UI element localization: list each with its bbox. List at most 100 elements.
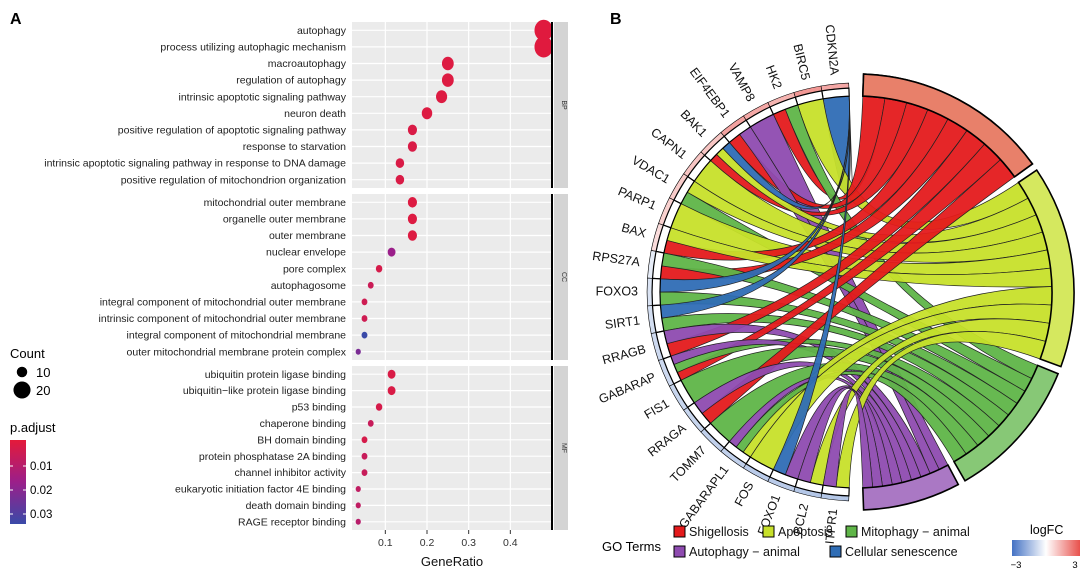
data-point: [407, 141, 417, 152]
term-label: nuclear envelope: [266, 247, 346, 259]
logfc-legend-title: logFC: [1030, 523, 1063, 537]
x-tick-label: 0.3: [461, 537, 476, 549]
facet-strip-label: MF: [560, 443, 567, 453]
gene-sector: [703, 422, 731, 449]
gene-sector: [769, 468, 799, 488]
data-point: [534, 19, 553, 41]
gene-label: VDAC1: [629, 153, 672, 186]
facet-strip: [554, 194, 568, 360]
gene-sector: [745, 106, 775, 128]
term-label: ubiquitin protein ligase binding: [205, 369, 346, 381]
go-terms-legend-title: GO Terms: [602, 539, 661, 554]
panel-b-label: B: [610, 11, 622, 28]
padjust-colorbar: [10, 440, 26, 524]
data-point: [387, 369, 396, 379]
gene-sector: [655, 224, 672, 254]
x-axis-title: GeneRatio: [421, 554, 483, 569]
data-point: [395, 174, 405, 185]
gene-sector: [723, 440, 752, 465]
gene-label: CDKN2A: [823, 24, 842, 77]
gene-sector: [662, 199, 682, 229]
gene-sector: [794, 478, 824, 494]
gene-sector: [673, 379, 696, 409]
data-point: [355, 518, 361, 525]
data-point: [361, 331, 368, 339]
term-label: autophagy: [297, 25, 347, 37]
gene-label: FOXO3: [596, 284, 638, 298]
gene-label: VAMP8: [726, 61, 758, 104]
term-label: integral component of mitochondrial memb…: [127, 330, 347, 342]
data-point: [375, 264, 383, 273]
term-label: p53 binding: [292, 402, 346, 414]
data-point: [367, 281, 374, 289]
count-legend-label: 10: [36, 365, 50, 380]
count-legend-dot: [16, 366, 28, 378]
gene-label: PARP1: [616, 184, 658, 213]
gene-label: RRAGB: [601, 342, 648, 367]
gene-label: HK2: [763, 63, 785, 91]
term-label: positive regulation of mitochondrion org…: [121, 174, 346, 186]
data-point: [441, 73, 454, 87]
x-tick-label: 0.4: [503, 537, 518, 549]
facet-strip-label: CC: [560, 272, 567, 282]
term-label: chaperone binding: [260, 418, 347, 430]
gene-label: CAPN1: [648, 125, 689, 162]
gene-sector: [686, 401, 712, 430]
gene-sector: [651, 277, 662, 307]
data-point: [407, 197, 417, 208]
term-sector: [952, 364, 1060, 482]
go-term-swatch: [673, 545, 686, 558]
go-term-label: Apoptosis: [778, 525, 833, 539]
term-label: eukaryotic initiation factor 4E binding: [175, 484, 346, 496]
chord-ribbons: [659, 95, 1053, 489]
data-point: [355, 502, 361, 509]
gene-label: SIRT1: [604, 313, 641, 332]
data-point: [361, 452, 368, 460]
count-legend-title: Count: [10, 346, 45, 361]
data-point: [387, 247, 396, 257]
term-sector-shigellosis: [861, 73, 1034, 178]
go-term-swatch: [845, 525, 858, 538]
term-label: organelle outer membrane: [223, 214, 346, 226]
data-point: [534, 36, 553, 58]
go-term-swatch: [829, 545, 842, 558]
term-sector: [1017, 168, 1075, 368]
gene-sector: [673, 175, 696, 205]
term-label: death domain binding: [246, 500, 347, 512]
panel-a-label: A: [10, 11, 22, 28]
data-point: [441, 56, 454, 71]
gene-label: ITPR1: [823, 508, 841, 545]
gene-sector: [769, 96, 799, 116]
gene-sector: [651, 304, 665, 334]
term-label: BH domain binding: [257, 434, 346, 446]
term-label: mitochondrial outer membrane: [204, 197, 347, 209]
go-term-label: Cellular senescence: [845, 545, 958, 559]
term-label: autophagosome: [271, 280, 346, 292]
x-tick-label: 0.2: [420, 537, 435, 549]
term-label: intrinsic apoptotic signaling pathway in…: [44, 158, 346, 170]
data-point: [407, 213, 417, 225]
padjust-tick-label: 0.03: [30, 509, 52, 521]
term-label: outer mitochondrial membrane protein com…: [127, 346, 347, 358]
go-term-swatch: [762, 525, 775, 538]
gene-label: FIS1: [642, 396, 672, 422]
data-point: [395, 158, 405, 168]
gene-sector: [686, 154, 712, 183]
data-point: [407, 124, 417, 136]
gene-sector: [703, 135, 731, 162]
gene-sector: [662, 355, 682, 385]
term-label: pore complex: [283, 263, 347, 275]
data-point: [436, 90, 448, 104]
term-label: intrinsic component of mitochondrial out…: [99, 313, 347, 325]
facet-strip: [554, 22, 568, 188]
logfc-colorbar: [1012, 540, 1080, 556]
chord-diagram-panel: CDKN2ABIRC5HK2VAMP8EIF4EBP1BAK1CAPN1VDAC…: [592, 24, 1080, 571]
term-label: regulation of autophagy: [236, 75, 347, 87]
data-point: [361, 298, 368, 306]
data-point: [361, 315, 368, 322]
logfc-min-label: −3: [1011, 560, 1022, 571]
logfc-max-label: 3: [1072, 560, 1077, 571]
padjust-legend-title: p.adjust: [10, 420, 56, 435]
gene-label: RPS27A: [592, 249, 642, 269]
